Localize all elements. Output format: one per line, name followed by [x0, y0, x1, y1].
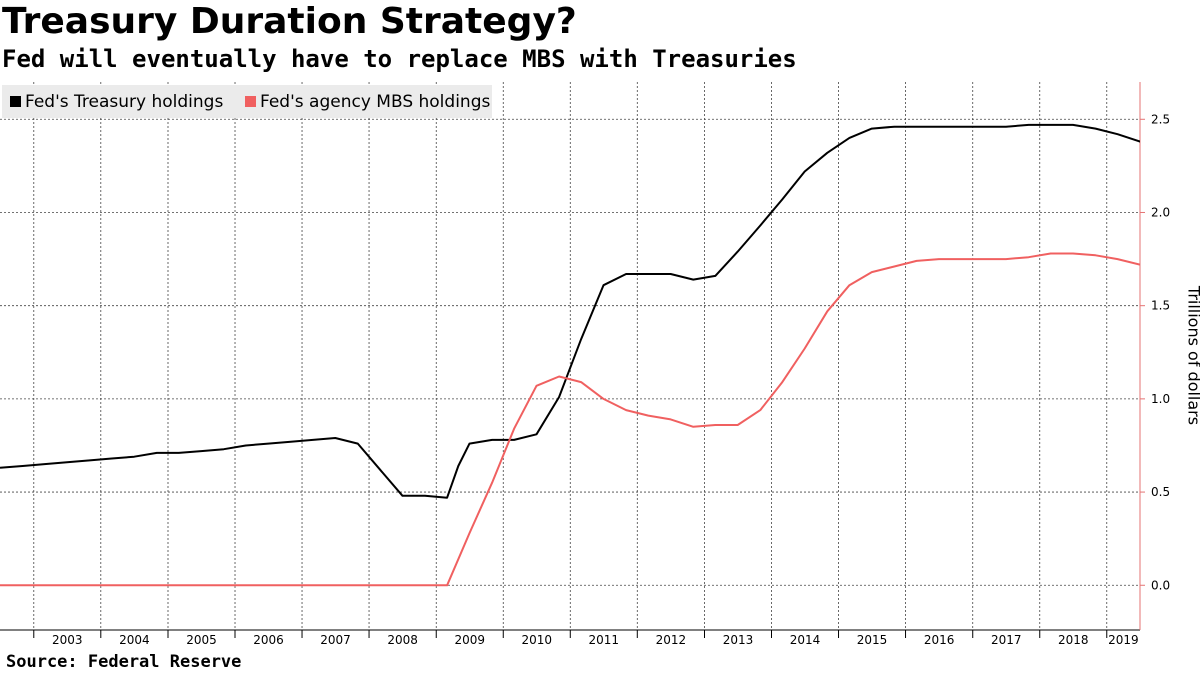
y-tick-label: 0.5: [1151, 485, 1170, 499]
legend-swatch-treasury: [10, 96, 21, 107]
x-tick-label: 2006: [253, 633, 284, 647]
x-tick-label: 2016: [924, 633, 955, 647]
x-tick-label: 2017: [991, 633, 1022, 647]
x-tick-label: 2008: [387, 633, 418, 647]
y-tick-label: 2.5: [1151, 112, 1170, 126]
y-tick-label: 0.0: [1151, 578, 1170, 592]
x-tick-label: 2009: [454, 633, 485, 647]
y-tick-label: 2.0: [1151, 205, 1170, 219]
x-axis-ticks: 2003 2004 2005 2006 2007 2008 2009 2010 2011 2012…: [33, 630, 1139, 647]
x-tick-label: 2019: [1108, 633, 1139, 647]
y-axis-label: Trillions of dollars: [1184, 285, 1200, 426]
x-tick-label: 2010: [521, 633, 552, 647]
legend-label-treasury: Fed's Treasury holdings: [25, 91, 224, 112]
legend-item-mbs: Fed's agency MBS holdings: [245, 85, 490, 118]
legend-item-treasury: Fed's Treasury holdings: [10, 85, 223, 118]
x-tick-label: 2005: [186, 633, 217, 647]
x-tick-label: 2013: [723, 633, 754, 647]
legend: Fed's Treasury holdings Fed's agency MBS…: [2, 85, 492, 118]
x-tick-label: 2012: [656, 633, 687, 647]
y-axis-ticks: 0.0 0.5 1.0 1.5 2.0 2.5: [1140, 112, 1170, 592]
x-tick-label: 2015: [857, 633, 888, 647]
x-tick-label: 2011: [589, 633, 620, 647]
x-tick-label: 2004: [119, 633, 150, 647]
x-tick-label: 2007: [320, 633, 351, 647]
legend-label-mbs: Fed's agency MBS holdings: [260, 91, 491, 112]
x-tick-label: 2018: [1058, 633, 1089, 647]
x-tick-label: 2014: [790, 633, 821, 647]
series-lines: [0, 123, 1140, 587]
x-tick-label: 2003: [52, 633, 83, 647]
series-line-treasury: [0, 123, 1140, 499]
gridlines: [0, 82, 1140, 630]
y-tick-label: 1.0: [1151, 392, 1170, 406]
legend-swatch-mbs: [245, 96, 256, 107]
series-line-mbs: [0, 252, 1140, 587]
y-tick-label: 1.5: [1151, 299, 1170, 313]
source-note: Source: Federal Reserve: [6, 652, 242, 672]
chart-title: Treasury Duration Strategy?: [2, 1, 577, 42]
chart-subtitle: Fed will eventually have to replace MBS …: [2, 45, 797, 73]
